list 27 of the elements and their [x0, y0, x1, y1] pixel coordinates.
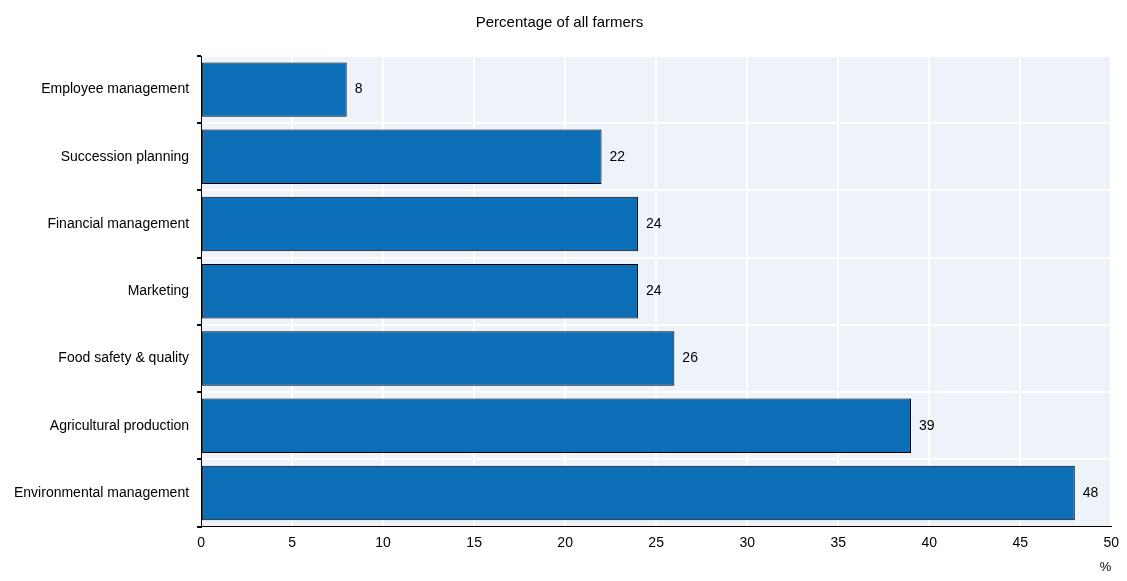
x-tick-label: 35	[830, 533, 847, 550]
x-tick-label: 0	[197, 533, 206, 550]
data-label: 26	[682, 349, 699, 366]
data-label: 24	[645, 282, 662, 299]
x-axis-title: %	[1099, 558, 1112, 574]
data-label: 48	[1082, 483, 1099, 500]
x-tick-label: 20	[557, 533, 574, 550]
y-tick-label: Marketing	[127, 282, 190, 299]
y-tick-label: Succession planning	[60, 147, 190, 164]
chart-title: Percentage of all farmers	[475, 13, 644, 31]
data-label: 8	[354, 80, 363, 97]
x-tick-label: 45	[1012, 533, 1029, 550]
y-tick-label: Environmental management	[13, 483, 190, 500]
x-tick-label: 25	[648, 533, 665, 550]
data-label: 24	[645, 214, 662, 231]
x-tick-label: 5	[288, 533, 297, 550]
y-tick-label: Agricultural production	[49, 416, 190, 433]
y-tick-label: Financial management	[47, 214, 190, 231]
data-label: 39	[918, 416, 935, 433]
x-tick-label: 15	[466, 533, 483, 550]
data-label: 22	[609, 147, 626, 164]
x-tick-label: 50	[1103, 533, 1120, 550]
x-tick-label: 40	[921, 533, 938, 550]
y-tick-label: Employee management	[41, 80, 190, 97]
x-tick-label: 10	[375, 533, 392, 550]
x-tick-label: 30	[739, 533, 756, 550]
y-tick-label: Food safety & quality	[58, 349, 190, 366]
